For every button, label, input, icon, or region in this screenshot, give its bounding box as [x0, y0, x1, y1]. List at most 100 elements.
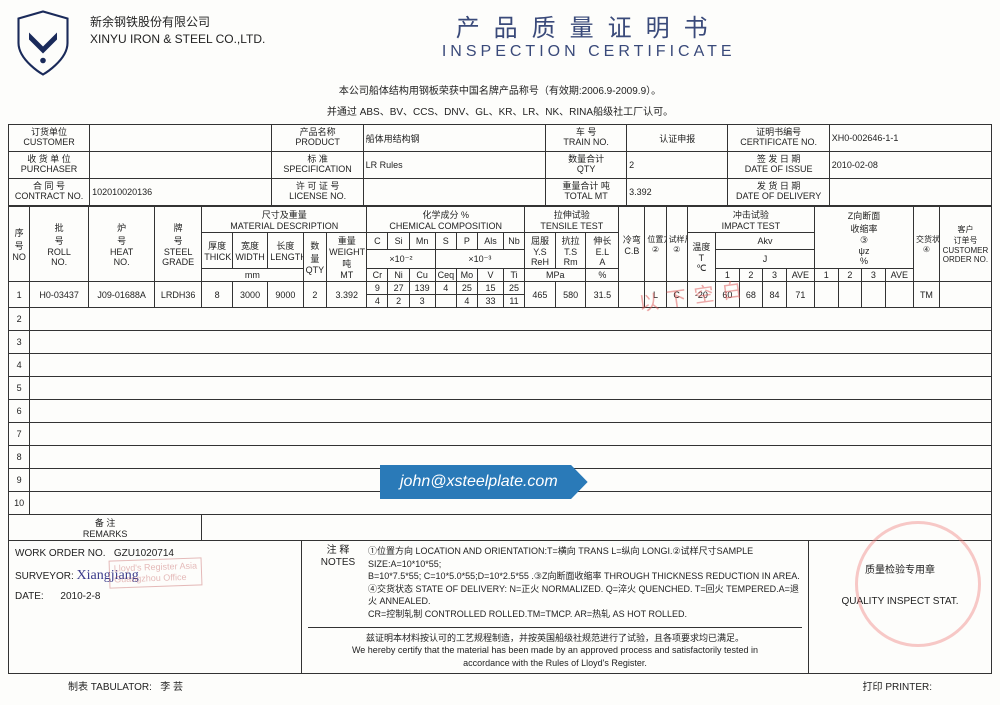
col-j: J	[716, 250, 815, 269]
notes-1: ①位置方向 LOCATION AND ORIENTATION:T=横向 TRAN…	[368, 545, 802, 570]
r1-ys: 465	[525, 282, 556, 308]
cert-text-3: accordance with the Rules of Lloyd's Reg…	[308, 657, 802, 670]
r1-pos: L	[645, 282, 666, 308]
col-e3a: ×10⁻³	[435, 250, 525, 269]
col-akv: Akv	[716, 233, 815, 250]
col-cu: Cu	[409, 269, 435, 282]
cert-label: 证明书编号CERTIFICATE NO.	[728, 125, 829, 152]
row-3-empty	[30, 331, 992, 354]
col-tensile: 拉伸试验TENSILE TEST	[525, 207, 619, 233]
col-n2: 2	[739, 269, 763, 282]
col-ni: Ni	[388, 269, 409, 282]
r1-zave	[885, 282, 913, 308]
col-nb: Nb	[503, 233, 524, 250]
col-size: 试样尺寸②	[666, 207, 687, 282]
r1-aave: 71	[786, 282, 814, 308]
col-n1: 1	[716, 269, 740, 282]
col-zsec: Z向断面收缩率③ψz%	[815, 207, 914, 269]
row-4-no: 4	[9, 354, 30, 377]
row-8-no: 8	[9, 446, 30, 469]
notes-2: B=10*7.5*55; C=10*5.0*55;D=10*2.5*55 .③Z…	[368, 570, 802, 583]
contract-value: 102010020136	[90, 179, 272, 206]
col-pct: %	[586, 269, 619, 282]
col-c: C	[367, 233, 388, 250]
work-order-label: WORK ORDER NO.	[15, 548, 106, 559]
col-pos: 位置方向②	[645, 207, 666, 282]
r1-size: C	[666, 282, 687, 308]
row-6-empty	[30, 400, 992, 423]
r1-z1	[815, 282, 839, 308]
header-table: 订货单位CUSTOMER 产品名称PRODUCT 船体用结构钢 车 号TRAIN…	[8, 124, 992, 206]
r1-el: 31.5	[586, 282, 619, 308]
r1-cr: 4	[367, 295, 388, 308]
col-cb: 冷弯C.B	[619, 207, 645, 282]
r1-width: 3000	[232, 282, 267, 308]
r1-a2: 68	[739, 282, 763, 308]
footer-right: 质量检验专用章 QUALITY INSPECT STAT.	[809, 541, 991, 673]
row-2-no: 2	[9, 308, 30, 331]
row-10-no: 10	[9, 492, 30, 515]
customer-label: 订货单位CUSTOMER	[9, 125, 90, 152]
delivery-label: 发 货 日 期DATE OF DELIVERY	[728, 179, 829, 206]
col-p: P	[456, 233, 477, 250]
company-logo	[8, 8, 78, 78]
quality-seal-en: QUALITY INSPECT STAT.	[815, 596, 985, 607]
cert-text-2: We hereby certify that the material has …	[308, 644, 802, 657]
spec-label: 标 准SPECIFICATION	[272, 152, 363, 179]
col-z1: 1	[815, 269, 839, 282]
row-7-no: 7	[9, 423, 30, 446]
subtitle-2: 并通过 ABS、BV、CCS、DNV、GL、KR、LR、NK、RINA船级社工厂…	[8, 103, 992, 118]
qty-label: 数量合计QTY	[546, 152, 627, 179]
col-el: 伸长E.LA	[586, 233, 619, 269]
col-grade: 牌号STEELGRADE	[155, 207, 202, 282]
r1-state: TM	[913, 282, 939, 308]
delivery-value	[829, 179, 991, 206]
license-label: 许 可 证 号LICENSE NO.	[272, 179, 363, 206]
train-label: 车 号TRAIN NO.	[546, 125, 627, 152]
r1-roll: H0-03437	[30, 282, 89, 308]
quality-seal-cn: 质量检验专用章	[815, 561, 985, 576]
col-cr: Cr	[367, 269, 388, 282]
col-state: 交货状态④	[913, 207, 939, 282]
r1-nb: 25	[503, 282, 524, 295]
col-weight: 重量WEIGHT吨MT	[327, 233, 367, 282]
r1-ceq	[435, 295, 456, 308]
r1-heat: J09-01688A	[89, 282, 155, 308]
email-overlay: john@xsteelplate.com	[380, 465, 588, 499]
r1-weight: 3.392	[327, 282, 367, 308]
r1-si: 27	[388, 282, 409, 295]
r1-length: 9000	[268, 282, 303, 308]
date-label: DATE:	[15, 591, 44, 602]
r1-corder	[939, 282, 991, 308]
notes-label: 注 释NOTES	[308, 545, 368, 621]
r1-z2	[838, 282, 862, 308]
col-z2: 2	[838, 269, 862, 282]
product-value: 船体用结构钢	[363, 125, 545, 152]
cert-text-1: 兹证明本材料按认可的工艺规程制造，并按英国船级社规范进行了试验，且各项要求均已满…	[308, 632, 802, 645]
col-thick: 厚度THICK	[202, 233, 233, 269]
col-corder: 客户订单号CUSTOMERORDER NO.	[939, 207, 991, 282]
r1-c: 9	[367, 282, 388, 295]
r1-a3: 84	[763, 282, 787, 308]
r1-cu: 3	[409, 295, 435, 308]
col-ave: AVE	[786, 269, 814, 282]
train-value: 认证申报	[627, 125, 728, 152]
r1-no: 1	[9, 282, 30, 308]
r1-ts: 580	[555, 282, 586, 308]
col-temp: 温度T℃	[687, 233, 715, 282]
col-no: 序号NO	[9, 207, 30, 282]
product-label: 产品名称PRODUCT	[272, 125, 363, 152]
footer-block: WORK ORDER NO. GZU1020714 SURVEYOR: Xian…	[8, 541, 992, 674]
col-mm: mm	[202, 269, 303, 282]
purchaser-label: 收 货 单 位PURCHASER	[9, 152, 90, 179]
lloyds-stamp: Lloyd's Register AsiaGuangzhou Office	[109, 557, 203, 588]
col-v: V	[478, 269, 504, 282]
remarks-label: 备 注REMARKS	[9, 515, 202, 541]
r1-thick: 8	[202, 282, 233, 308]
col-mpa: MPa	[525, 269, 586, 282]
col-n3: 3	[763, 269, 787, 282]
row-3-no: 3	[9, 331, 30, 354]
total-label: 重量合计 吨TOTAL MT	[546, 179, 627, 206]
bottom-line: 制表 TABULATOR: 李 芸 打印 PRINTER:	[8, 674, 992, 697]
total-value: 3.392	[627, 179, 728, 206]
